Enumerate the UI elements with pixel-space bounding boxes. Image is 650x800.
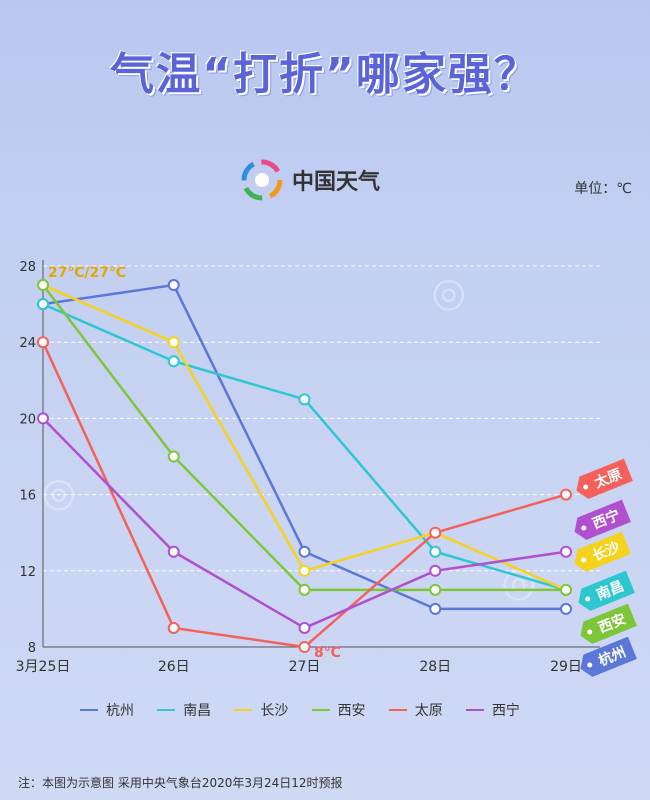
y-tick-label: 24 bbox=[19, 336, 36, 351]
end-tag: 杭州 bbox=[580, 636, 637, 677]
legend-swatch bbox=[157, 709, 176, 711]
legend-label: 西宁 bbox=[491, 703, 520, 719]
legend-label: 西安 bbox=[337, 703, 366, 719]
end-tag-badge bbox=[576, 458, 633, 499]
legend-swatch bbox=[311, 709, 330, 711]
chart-legend: 杭州 南昌 长沙 西安 太原 西宁 bbox=[80, 700, 520, 720]
data-point bbox=[37, 279, 49, 292]
series-line bbox=[42, 283, 567, 591]
data-point bbox=[560, 545, 572, 558]
annotation-min: 8℃ bbox=[314, 645, 341, 661]
page-title: 气温“打折”哪家强？ bbox=[110, 49, 540, 100]
legend-label: 太原 bbox=[414, 703, 443, 719]
brand: 中国天气 bbox=[240, 158, 380, 202]
end-tag-hole bbox=[585, 596, 591, 602]
legend-swatch bbox=[388, 709, 407, 711]
data-point bbox=[298, 545, 311, 558]
data-point bbox=[429, 526, 442, 539]
data-point bbox=[560, 488, 572, 501]
legend-swatch bbox=[465, 709, 484, 711]
legend-item: 太原 bbox=[388, 700, 443, 720]
end-tag-badge bbox=[574, 499, 631, 540]
data-point bbox=[560, 602, 572, 615]
data-point bbox=[37, 412, 49, 425]
legend-item: 南昌 bbox=[157, 700, 211, 720]
legend-item: 长沙 bbox=[234, 700, 288, 720]
data-point bbox=[429, 583, 442, 596]
y-tick-label: 20 bbox=[19, 412, 36, 427]
y-tick-label: 12 bbox=[19, 565, 36, 580]
legend-item: 杭州 bbox=[80, 700, 134, 720]
data-point bbox=[298, 393, 311, 406]
series-line bbox=[42, 283, 566, 611]
legend-swatch bbox=[80, 709, 98, 711]
data-point bbox=[37, 336, 49, 349]
end-tag-hole bbox=[581, 557, 587, 563]
data-point bbox=[167, 336, 180, 349]
unit-label: 单位：℃ bbox=[574, 181, 632, 197]
data-point bbox=[167, 450, 180, 463]
data-point bbox=[429, 602, 442, 615]
end-tag-badge bbox=[578, 570, 635, 611]
legend-item: 西安 bbox=[311, 700, 366, 720]
legend-label: 长沙 bbox=[260, 703, 289, 719]
legend-swatch bbox=[234, 709, 253, 711]
data-point bbox=[298, 583, 311, 596]
x-tick-label: 28日 bbox=[419, 659, 451, 675]
x-tick-label: 26日 bbox=[158, 659, 190, 675]
weather-logo-icon bbox=[241, 159, 283, 201]
data-point bbox=[167, 621, 180, 634]
end-tag-hole bbox=[583, 484, 589, 490]
data-point bbox=[167, 279, 180, 292]
end-tag: 长沙 bbox=[574, 531, 631, 572]
x-tick-label: 3月25日 bbox=[16, 659, 71, 675]
data-point bbox=[429, 545, 442, 558]
annotation-max: 27℃/27℃ bbox=[48, 265, 126, 281]
y-tick-label: 16 bbox=[19, 489, 36, 504]
legend-label: 南昌 bbox=[183, 703, 212, 719]
data-point bbox=[37, 298, 49, 311]
end-tag-badge bbox=[580, 636, 637, 677]
series-line bbox=[42, 417, 567, 630]
end-tag-hole bbox=[587, 662, 593, 668]
data-point bbox=[560, 583, 572, 596]
y-tick-label: 8 bbox=[28, 641, 36, 656]
x-tick-label: 29日 bbox=[550, 659, 582, 675]
legend-item: 西宁 bbox=[465, 700, 520, 720]
end-tag-hole bbox=[587, 629, 593, 635]
end-tag-badge bbox=[580, 603, 637, 644]
end-tag-badge bbox=[574, 531, 631, 572]
data-point bbox=[298, 621, 311, 634]
series-line bbox=[42, 284, 566, 592]
data-point bbox=[167, 355, 180, 368]
x-tick-label: 27日 bbox=[289, 659, 321, 675]
data-point bbox=[429, 564, 442, 577]
end-tag: 太原 bbox=[576, 458, 633, 499]
data-point bbox=[298, 564, 311, 577]
legend-label: 杭州 bbox=[106, 703, 134, 719]
end-tag-hole bbox=[581, 525, 587, 531]
data-point bbox=[298, 641, 311, 653]
data-point bbox=[167, 545, 180, 558]
brand-name: 中国天气 bbox=[292, 170, 381, 195]
y-tick-label: 28 bbox=[19, 260, 36, 275]
footnote: 注：本图为示意图 采用中央气象台2020年3月24日12时预报 bbox=[18, 776, 343, 790]
